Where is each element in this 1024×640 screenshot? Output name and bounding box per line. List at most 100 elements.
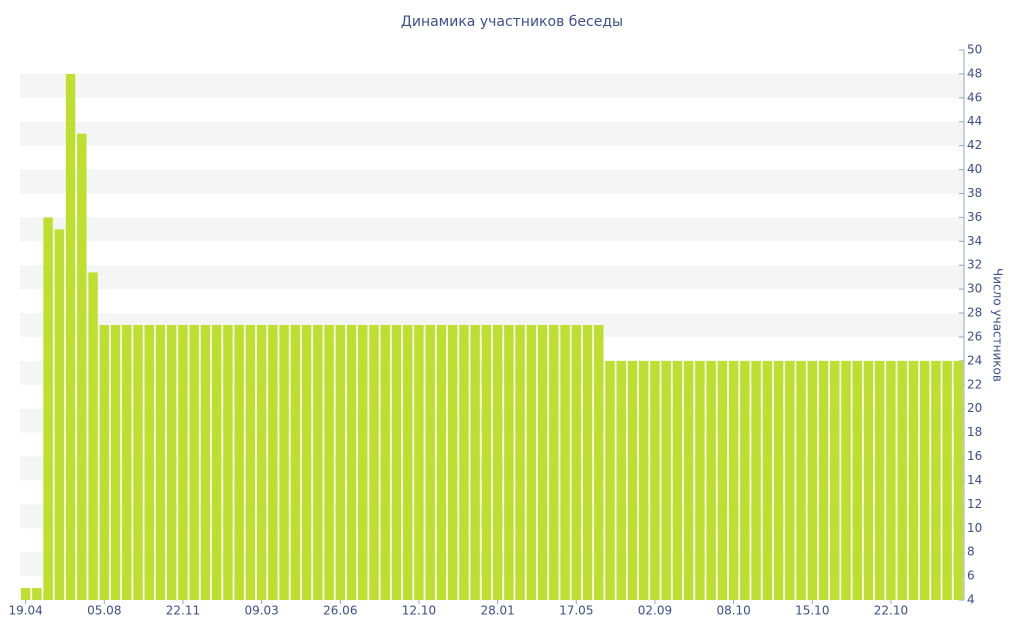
bar: [796, 360, 806, 600]
y-tick-label: 38: [967, 186, 982, 200]
bar: [380, 325, 390, 600]
bar: [88, 272, 98, 600]
bar: [616, 360, 626, 600]
bar: [852, 360, 862, 600]
y-tick-label: 16: [967, 449, 982, 463]
bar: [122, 325, 132, 600]
bar: [301, 325, 312, 600]
y-tick-label: 32: [967, 258, 982, 272]
bar: [492, 325, 503, 600]
x-tick-label: 08.10: [716, 604, 750, 618]
bar: [571, 325, 582, 600]
bar: [695, 360, 705, 600]
bar: [830, 360, 840, 600]
bar: [211, 325, 222, 600]
bar: [436, 325, 447, 600]
x-tick-label: 09.03: [244, 604, 278, 618]
bar: [110, 325, 121, 600]
y-tick-label: 44: [967, 114, 982, 128]
bar: [537, 325, 548, 600]
y-tick-label: 40: [967, 162, 982, 176]
grid-band: [20, 217, 964, 242]
bar: [638, 360, 649, 600]
bar: [447, 325, 458, 600]
bar: [582, 325, 593, 600]
bar: [133, 325, 143, 600]
bar: [43, 217, 53, 601]
y-tick-label: 6: [967, 569, 975, 583]
bar: [77, 133, 87, 600]
x-tick-label: 05.08: [87, 604, 121, 618]
x-tick-label: 22.10: [874, 604, 908, 618]
bar: [841, 360, 851, 600]
x-tick-label: 15.10: [795, 604, 829, 618]
bar: [942, 360, 952, 600]
bar: [290, 325, 301, 600]
x-tick-label: 17.05: [559, 604, 593, 618]
bar: [717, 360, 728, 600]
bar: [358, 325, 368, 600]
grid-band: [20, 265, 964, 290]
grid-band: [20, 552, 964, 577]
y-tick-label: 50: [967, 43, 982, 57]
grid-band: [20, 360, 964, 385]
bar: [818, 360, 829, 600]
bar: [99, 325, 110, 600]
bar: [200, 325, 211, 600]
grid-band: [20, 169, 964, 194]
bar: [166, 325, 177, 600]
bar: [324, 325, 334, 600]
y-tick-label: 22: [967, 377, 982, 391]
bar: [178, 325, 188, 600]
y-tick-label: 42: [967, 138, 982, 152]
bar: [762, 360, 773, 600]
bar: [402, 325, 413, 600]
bar: [560, 325, 570, 600]
grid-band: [20, 73, 964, 98]
bar: [549, 325, 559, 600]
bar: [268, 325, 278, 600]
bar: [481, 325, 492, 600]
y-tick-label: 24: [967, 353, 982, 367]
bar: [54, 229, 65, 600]
y-tick-label: 36: [967, 210, 982, 224]
y-tick-label: 4: [967, 593, 975, 607]
bar: [234, 325, 244, 600]
bar: [953, 360, 964, 600]
bar: [594, 325, 604, 600]
grid-band: [20, 408, 964, 433]
bar: [919, 360, 930, 600]
bar: [391, 325, 402, 600]
bar: [740, 360, 750, 600]
x-tick-label: 19.04: [8, 604, 42, 618]
grid-band: [20, 313, 964, 337]
y-tick-label: 18: [967, 425, 982, 439]
chart-title: Динамика участников беседы: [401, 14, 623, 30]
bar: [335, 325, 346, 600]
bar: [706, 360, 716, 600]
bar: [931, 360, 941, 600]
bar: [526, 325, 537, 600]
bar: [627, 360, 638, 600]
y-tick-label: 14: [967, 473, 982, 487]
bar: [20, 588, 31, 600]
bar: [459, 325, 469, 600]
bar: [683, 360, 694, 600]
bar: [751, 360, 761, 600]
y-tick-label: 30: [967, 282, 982, 296]
bar: [313, 325, 323, 600]
bar: [661, 360, 671, 600]
grid-band: [20, 121, 964, 146]
bar: [189, 325, 199, 600]
y-tick-label: 20: [967, 401, 982, 415]
bar: [515, 325, 525, 600]
bar: [144, 325, 154, 600]
y-tick-label: 28: [967, 306, 982, 320]
y-tick-label: 8: [967, 545, 975, 559]
x-tick-label: 12.10: [402, 604, 436, 618]
y-axis-label: Число участников: [991, 268, 1005, 382]
y-tick-label: 34: [967, 234, 982, 248]
bar: [256, 325, 267, 600]
bar: [886, 360, 896, 600]
